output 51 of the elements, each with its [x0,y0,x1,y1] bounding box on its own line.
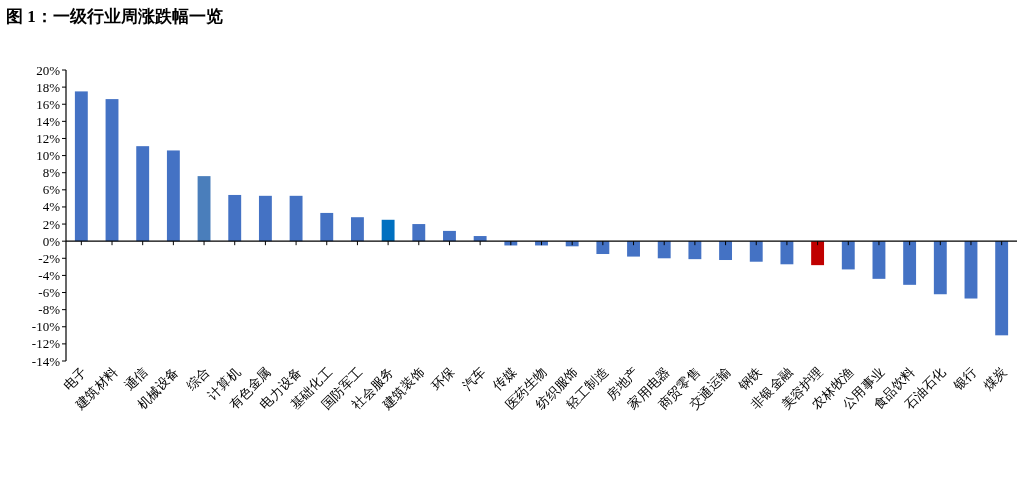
y-tick-label: 6% [42,182,61,198]
y-tick-label: 14% [36,113,61,129]
bar [841,241,855,270]
y-tick-label: 4% [42,199,61,215]
y-tick-label: 2% [42,216,61,232]
bar [136,146,150,242]
y-tick-label: -6% [38,285,61,301]
bar [412,224,426,242]
bar [258,195,272,242]
bar [811,241,825,266]
bar [780,241,794,265]
bar [228,194,242,242]
bar [657,241,671,259]
bar [627,241,640,257]
y-tick-label: 20% [36,62,61,78]
bar [320,212,334,242]
bar [995,241,1009,336]
bar [166,150,180,242]
y-tick-label: 16% [36,96,61,112]
y-tick-label: -8% [38,302,61,318]
y-tick-label: 10% [36,148,61,164]
bar [197,176,211,242]
bar [933,241,947,295]
x-tick-label: 环保 [428,364,458,394]
y-tick-label: -12% [31,336,61,352]
bar [443,230,456,242]
bar [688,241,702,260]
bar [964,241,978,299]
y-tick-label: -4% [38,267,61,283]
bar [289,195,303,242]
bar [719,241,733,261]
y-tick-label: 12% [36,130,61,146]
chart-title: 图 1：一级行业周涨跌幅一览 [6,7,223,26]
bar [903,241,917,285]
bar [105,99,119,242]
x-tick-label: 银行 [949,364,980,395]
y-tick-label: -2% [38,250,61,266]
bar [473,236,487,242]
y-tick-label: 8% [42,165,61,181]
bar [350,217,364,242]
bar [872,241,886,279]
bar [381,219,395,242]
bar [749,241,763,262]
y-tick-label: 18% [36,79,61,95]
bar [74,91,88,242]
y-tick-label: -14% [31,353,61,369]
x-tick-label: 汽车 [459,364,489,394]
y-tick-label: -10% [31,319,61,335]
x-tick-label: 煤炭 [980,364,1010,394]
bar [596,241,610,255]
y-tick-label: 0% [42,233,61,249]
